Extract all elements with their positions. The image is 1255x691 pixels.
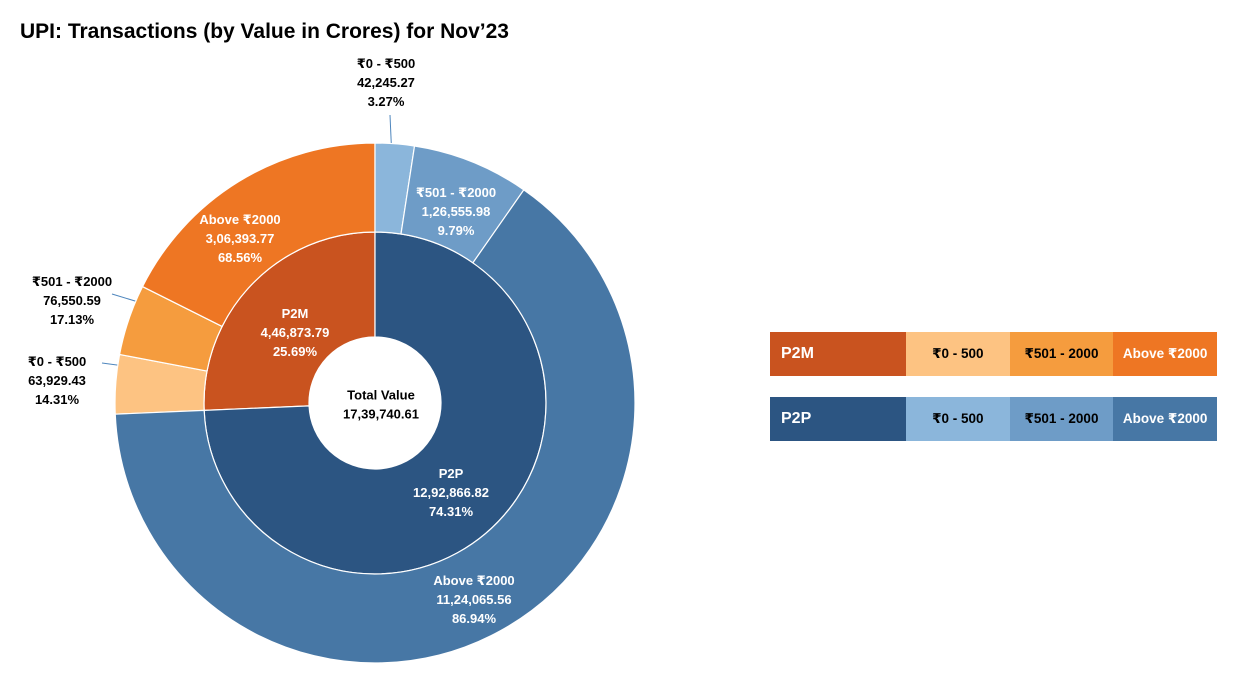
legend-row-p2m: P2M ₹0 - 500 ₹501 - 2000 Above ₹2000 <box>770 332 1217 376</box>
legend-row-p2p: P2P ₹0 - 500 ₹501 - 2000 Above ₹2000 <box>770 397 1217 441</box>
legend-group-p2p: P2P <box>770 397 906 441</box>
legend-item-p2p-1: ₹0 - 500 <box>906 397 1010 441</box>
legend-item-p2m-1: ₹0 - 500 <box>906 332 1010 376</box>
legend-item-p2p-2: ₹501 - 2000 <box>1009 397 1114 441</box>
legend-item-p2m-2: ₹501 - 2000 <box>1009 332 1114 376</box>
legend-item-p2p-3: Above ₹2000 <box>1113 397 1217 441</box>
legend-group-p2m: P2M <box>770 332 906 376</box>
outer-label-p2m-501-2000: ₹501 - ₹2000 76,550.59 17.13% <box>32 274 112 327</box>
chart-title: UPI: Transactions (by Value in Crores) f… <box>20 20 509 43</box>
center-hole <box>309 337 441 469</box>
center-total-label: Total Value 17,39,740.61 <box>343 388 419 422</box>
inner-label-p2m: P2M 4,46,873.79 25.69% <box>261 306 330 359</box>
outer-label-p2p-501-2000: ₹501 - ₹2000 1,26,555.98 9.79% <box>416 185 496 238</box>
inner-label-p2p: P2P 12,92,866.82 74.31% <box>413 466 489 519</box>
legend-item-p2m-3: Above ₹2000 <box>1113 332 1217 376</box>
outer-label-p2m-0-500: ₹0 - ₹500 63,929.43 14.31% <box>28 354 87 407</box>
outer-slice-p2p-above-2000 <box>114 189 636 664</box>
outer-label-p2m-above-2000: Above ₹2000 3,06,393.77 68.56% <box>199 212 280 265</box>
outer-label-p2p-0-500: ₹0 - ₹500 42,245.27 3.27% <box>357 56 416 109</box>
outer-label-p2p-above-2000: Above ₹2000 11,24,065.56 86.94% <box>433 573 514 626</box>
